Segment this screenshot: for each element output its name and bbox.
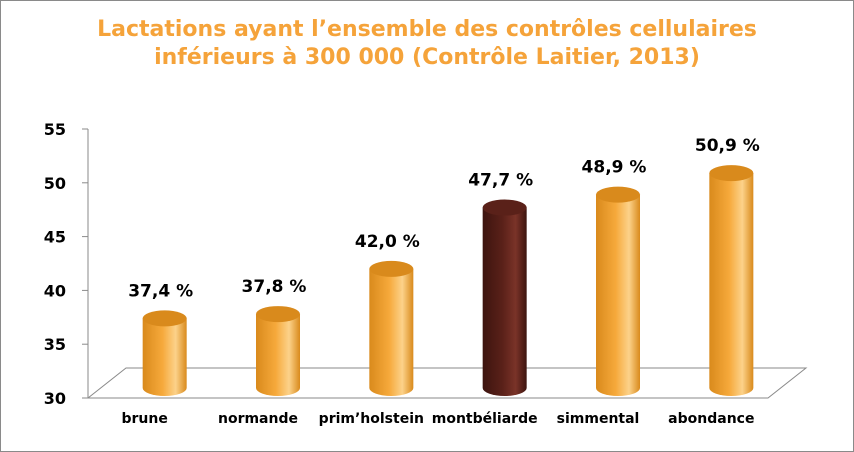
bar-top-montbéliarde xyxy=(482,199,527,216)
bar-montbéliarde xyxy=(482,207,527,396)
value-label: 50,9 % xyxy=(695,136,760,156)
bar-top-abondance xyxy=(709,165,754,182)
value-label: 47,7 % xyxy=(468,171,533,191)
bar-abondance xyxy=(709,173,754,396)
bar-top-prim’holstein xyxy=(369,260,414,277)
value-label: 42,0 % xyxy=(355,232,420,252)
bar-prim’holstein xyxy=(369,268,414,396)
y-tick-label: 55 xyxy=(44,120,66,139)
y-tick-label: 50 xyxy=(44,174,66,193)
x-tick-label: montbéliarde xyxy=(432,411,538,427)
y-tick-label: 30 xyxy=(44,389,66,408)
y-tick-label: 40 xyxy=(44,281,66,300)
chart-title: Lactations ayant l’ensemble des contrôle… xyxy=(0,16,854,72)
bar-top-normande xyxy=(256,306,300,323)
x-tick-label: prim’holstein xyxy=(319,411,424,427)
bar-normande xyxy=(256,314,300,396)
value-label: 37,4 % xyxy=(128,281,193,301)
x-tick-label: brune xyxy=(121,411,167,427)
value-label: 48,9 % xyxy=(582,158,647,178)
bar-top-brune xyxy=(142,310,187,327)
chart-title-line1: Lactations ayant l’ensemble des contrôle… xyxy=(97,17,757,42)
bar-brune xyxy=(142,318,187,396)
bar-simmental xyxy=(596,194,640,396)
y-tick-label: 35 xyxy=(44,335,66,354)
x-tick-label: normande xyxy=(218,411,298,427)
chart-title-line2: inférieurs à 300 000 (Contrôle Laitier, … xyxy=(154,45,700,70)
chart-floor xyxy=(86,367,808,399)
bar-top-simmental xyxy=(596,186,640,203)
x-tick-label: abondance xyxy=(668,411,754,427)
x-tick-label: simmental xyxy=(557,411,640,427)
value-label: 37,8 % xyxy=(242,277,307,297)
y-tick-label: 45 xyxy=(44,228,66,247)
